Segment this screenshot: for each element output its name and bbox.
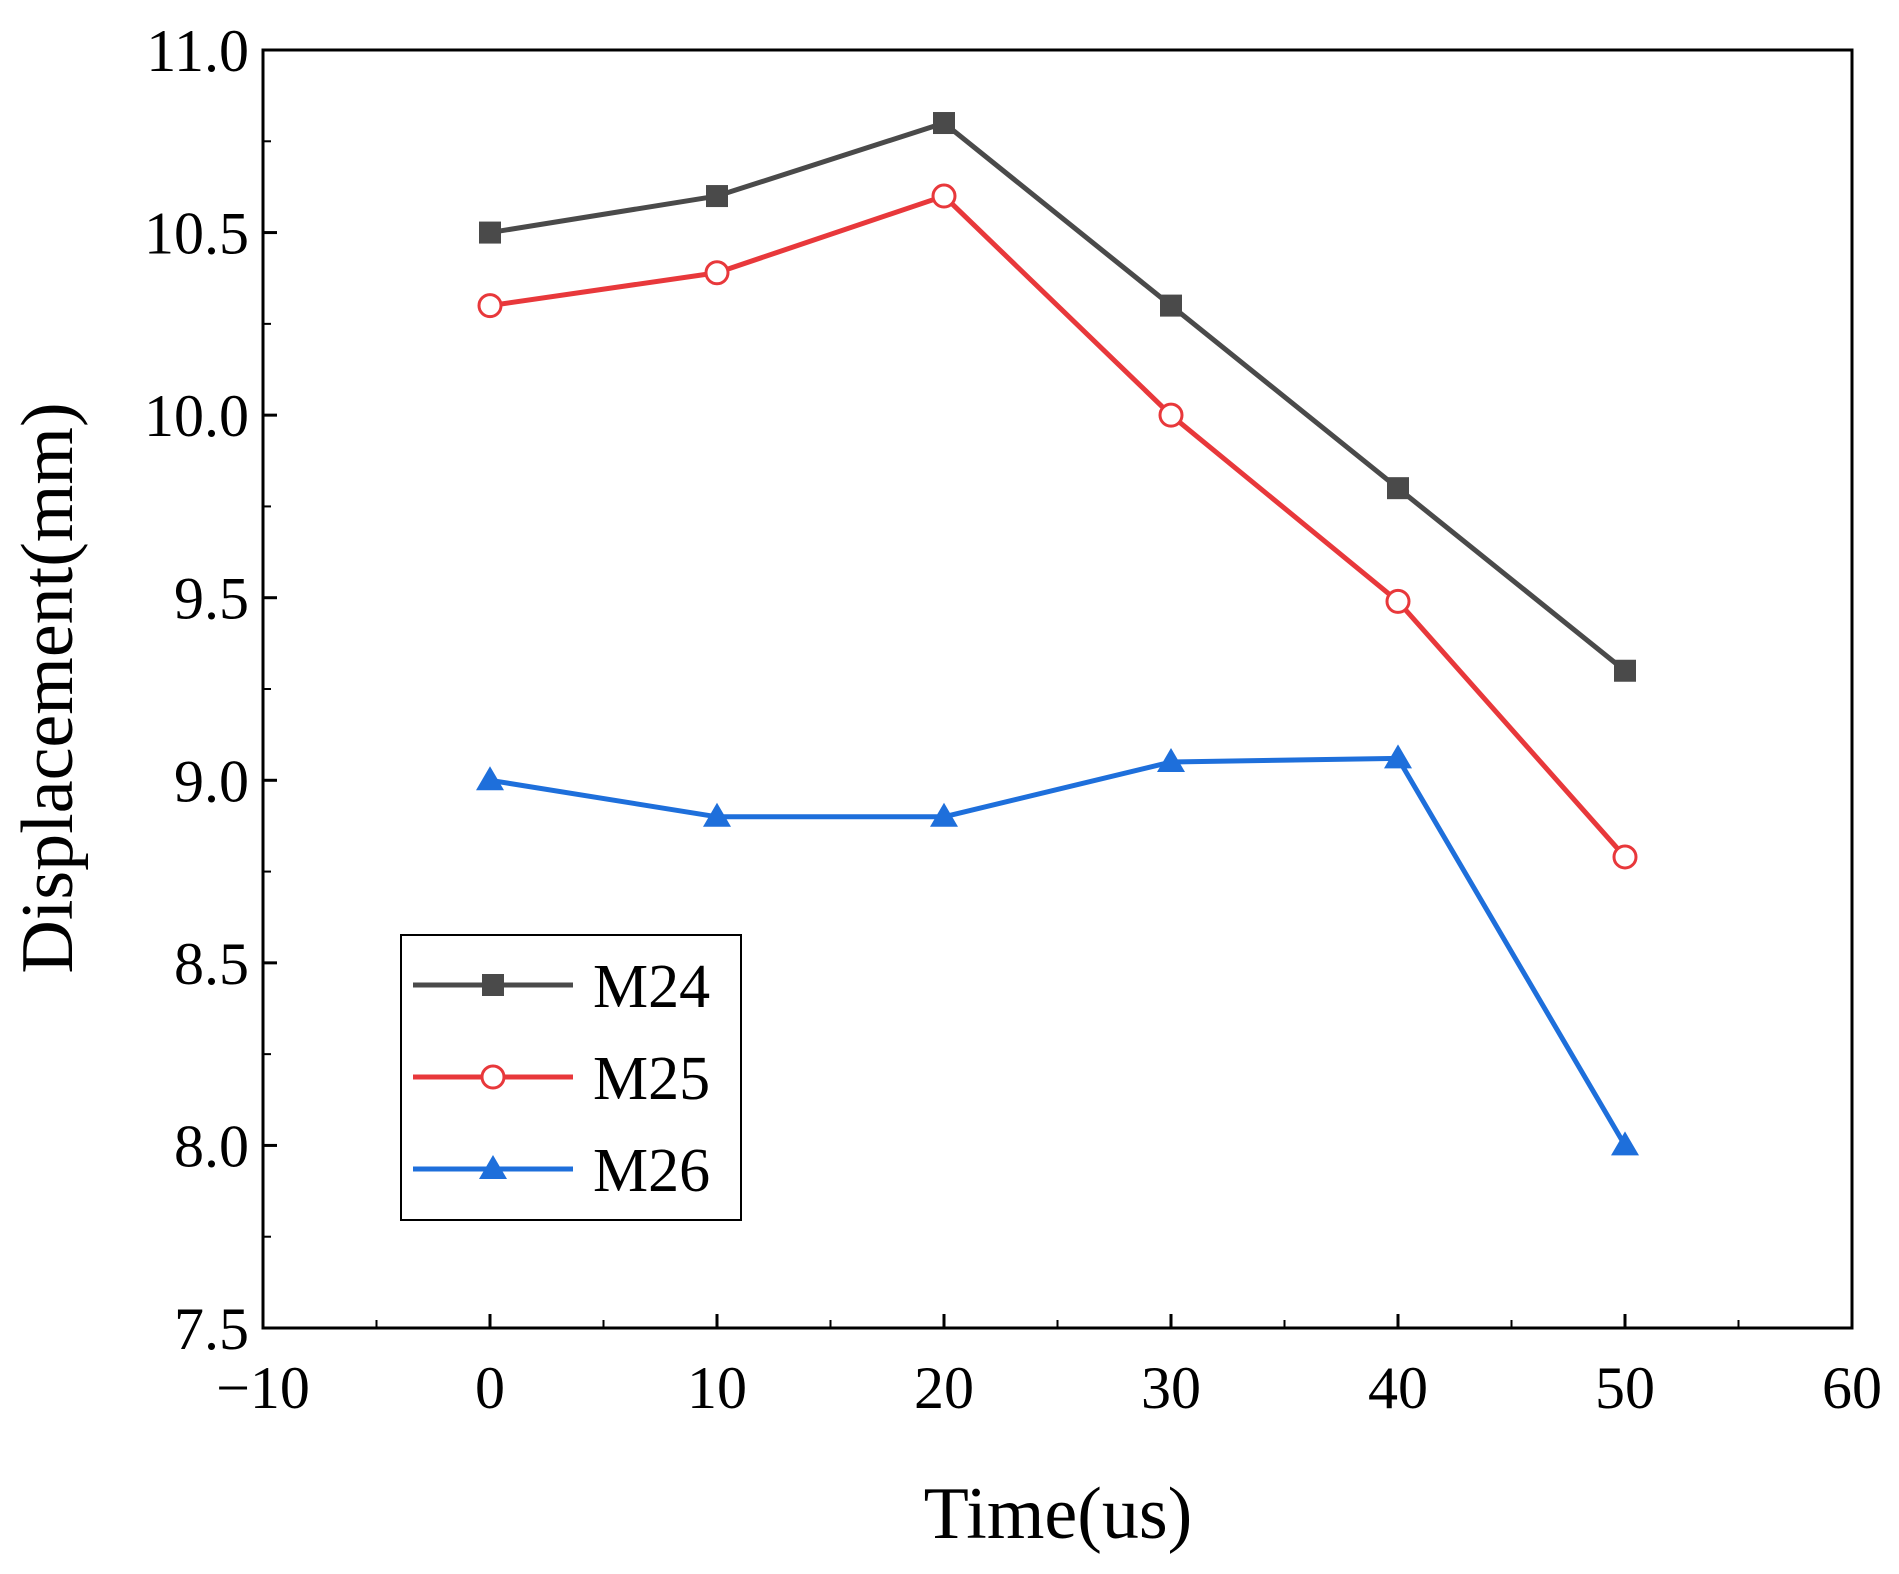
- tick-labels: −10 0 10 20 30 40 50 60 7.5 8.0 8.5 9.0 9.5 10.0 10.5 1…: [144, 18, 1882, 1421]
- y-tick-label: 10.5: [144, 201, 249, 267]
- data-point-m24: [706, 185, 728, 208]
- data-point-m26: [703, 802, 731, 827]
- data-series: [476, 112, 1639, 1156]
- data-point-m26: [1611, 1131, 1639, 1156]
- series-m25: [477, 183, 1638, 870]
- data-point-m26: [1157, 748, 1185, 773]
- legend-item-m25: M25: [413, 1045, 710, 1113]
- series-m24: [479, 112, 1636, 682]
- x-tick-label: 0: [475, 1355, 505, 1421]
- legend-label-m24: M24: [593, 953, 710, 1021]
- legend-label-m25: M25: [593, 1045, 710, 1113]
- data-point-m24: [933, 112, 955, 135]
- data-point-m24: [1160, 294, 1182, 317]
- legend: M24 M25 M26: [400, 934, 742, 1221]
- legend-marker-m24: [482, 974, 504, 996]
- legend-item-m26: M26: [413, 1137, 710, 1205]
- plot-frame: [261, 48, 1854, 1330]
- series-m26: [476, 744, 1639, 1156]
- series-line-m24: [489, 120, 1627, 673]
- y-tick-label: 10.0: [144, 383, 249, 449]
- data-point-m24: [1387, 477, 1409, 500]
- data-point-m25: [477, 293, 503, 319]
- legend-item-m24: M24: [413, 953, 710, 1021]
- x-tick-label: 30: [1141, 1355, 1201, 1421]
- y-tick-label: 9.0: [174, 748, 249, 814]
- series-line-m25: [489, 193, 1627, 859]
- y-tick-label: 9.5: [174, 566, 249, 632]
- x-tick-label: 40: [1368, 1355, 1428, 1421]
- x-tick-label: 50: [1595, 1355, 1655, 1421]
- data-point-m24: [479, 221, 501, 244]
- data-point-m25: [1385, 588, 1411, 614]
- y-axis-title: Displacement(mm): [7, 402, 89, 973]
- data-point-m25: [1612, 844, 1638, 870]
- data-point-m26: [1384, 744, 1412, 769]
- data-point-m26: [476, 766, 504, 791]
- x-tick-label: 10: [687, 1355, 747, 1421]
- data-point-m25: [931, 183, 957, 209]
- x-tick-label: 60: [1822, 1355, 1882, 1421]
- y-tick-label: 8.0: [174, 1113, 249, 1179]
- y-tick-label: 11.0: [146, 18, 249, 84]
- legend-label-m26: M26: [593, 1137, 710, 1205]
- y-tick-label: 8.5: [174, 931, 249, 997]
- data-point-m25: [1158, 402, 1184, 428]
- y-tick-label: 7.5: [174, 1296, 249, 1362]
- x-axis-title: Time(us): [924, 1473, 1193, 1555]
- series-line-m26: [489, 755, 1628, 1147]
- x-tick-label: −10: [216, 1355, 310, 1421]
- data-point-m25: [704, 260, 730, 286]
- legend-marker-m25: [480, 1064, 506, 1090]
- x-tick-label: 20: [914, 1355, 974, 1421]
- legend-marker-m26: [479, 1155, 507, 1179]
- data-point-m24: [1614, 659, 1636, 682]
- data-point-m26: [930, 802, 958, 827]
